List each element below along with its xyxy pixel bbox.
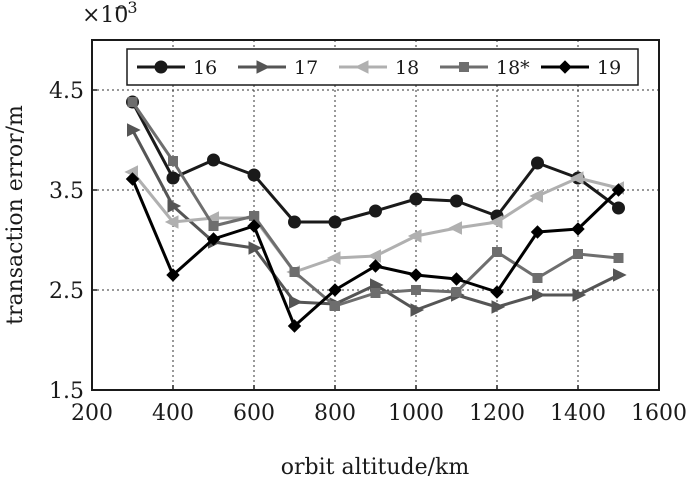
data-point: [490, 285, 504, 299]
y-tick-label: 3.5: [49, 179, 84, 204]
data-point: [451, 287, 462, 297]
x-tick-label: 1200: [469, 401, 525, 426]
legend-marker: [459, 62, 469, 72]
legend-marker: [354, 60, 369, 74]
data-point: [207, 153, 220, 167]
series-layer: [124, 95, 627, 333]
data-point: [571, 222, 585, 236]
x-tick-label: 600: [233, 401, 275, 426]
data-point: [287, 319, 302, 333]
data-point: [328, 215, 342, 229]
data-point: [248, 241, 263, 255]
data-point: [208, 221, 219, 231]
data-point: [368, 259, 383, 273]
series-line: [131, 101, 620, 224]
y-tick-label: 1.5: [49, 379, 84, 404]
data-point: [409, 192, 423, 206]
data-point: [530, 225, 545, 239]
plot-frame: [91, 39, 660, 391]
y-axis-label: transaction error/m: [3, 105, 28, 325]
x-axis-label: orbit altitude/km: [281, 455, 470, 480]
data-point: [127, 123, 141, 137]
data-point: [569, 171, 584, 185]
y-tick-label: 4.5: [49, 79, 84, 104]
data-point: [613, 253, 624, 263]
series-19: [125, 172, 626, 333]
legend-label: 18: [395, 57, 419, 79]
legend: 16 17 18 18* 19: [126, 48, 639, 86]
legend-item: 18: [339, 57, 419, 79]
data-point: [491, 300, 506, 314]
y-scale-exponent: −3: [114, 0, 138, 17]
series-line: [131, 101, 619, 308]
tick-labels: 200 400 600 800 1000 1200 1400 1600 1.5 2.5 3.5 4.5: [49, 79, 687, 426]
data-point: [125, 172, 140, 186]
data-point: [369, 204, 382, 218]
data-point: [411, 285, 421, 295]
legend-item: 17: [238, 57, 318, 79]
legend-label: 19: [597, 57, 621, 79]
x-tick-label: 400: [152, 401, 194, 426]
data-point: [529, 189, 543, 203]
legend-label: 18*: [496, 57, 530, 79]
data-point: [326, 251, 341, 265]
data-point: [409, 268, 423, 282]
data-point: [450, 194, 463, 208]
data-point: [330, 301, 340, 311]
data-point: [167, 199, 182, 213]
x-tick-label: 200: [71, 401, 113, 426]
data-point: [531, 156, 544, 170]
data-point: [247, 219, 261, 233]
x-tick-label: 1600: [631, 401, 687, 426]
y-tick-label: 2.5: [49, 279, 84, 304]
data-point: [532, 288, 546, 302]
legend-item: 16: [137, 57, 217, 79]
data-point: [166, 171, 180, 185]
data-point: [164, 215, 179, 229]
x-tick-label: 800: [314, 401, 356, 426]
legend-item: 18*: [440, 57, 530, 79]
data-point: [370, 288, 381, 298]
legend-marker: [558, 60, 572, 74]
data-point: [288, 215, 301, 229]
data-point: [168, 156, 178, 166]
series-16: [126, 95, 625, 229]
series-18: [124, 165, 624, 279]
data-point: [407, 229, 422, 243]
data-point: [613, 268, 627, 282]
data-point: [611, 183, 626, 197]
data-point: [448, 221, 462, 235]
data-point: [492, 247, 502, 257]
data-point: [249, 211, 259, 221]
data-point: [247, 168, 261, 182]
data-point: [449, 272, 464, 286]
data-point: [166, 268, 180, 282]
data-point: [206, 232, 221, 246]
data-point: [410, 303, 425, 317]
x-tick-label: 1400: [550, 401, 606, 426]
data-point: [488, 215, 503, 229]
legend-label: 17: [294, 57, 318, 79]
legend-marker: [256, 60, 271, 74]
data-point: [367, 249, 381, 263]
legend-item: 19: [541, 57, 621, 79]
data-point: [532, 273, 543, 283]
data-point: [572, 288, 587, 302]
legend-marker: [154, 60, 168, 74]
legend-label: 16: [193, 57, 217, 79]
series-18*: [127, 97, 624, 311]
y-scale-base: ×10: [82, 3, 128, 28]
data-point: [289, 295, 303, 309]
data-point: [289, 267, 300, 277]
x-tick-label: 1000: [388, 401, 444, 426]
data-point: [127, 97, 138, 107]
data-point: [328, 283, 342, 297]
data-point: [573, 249, 583, 259]
data-point: [612, 201, 625, 215]
